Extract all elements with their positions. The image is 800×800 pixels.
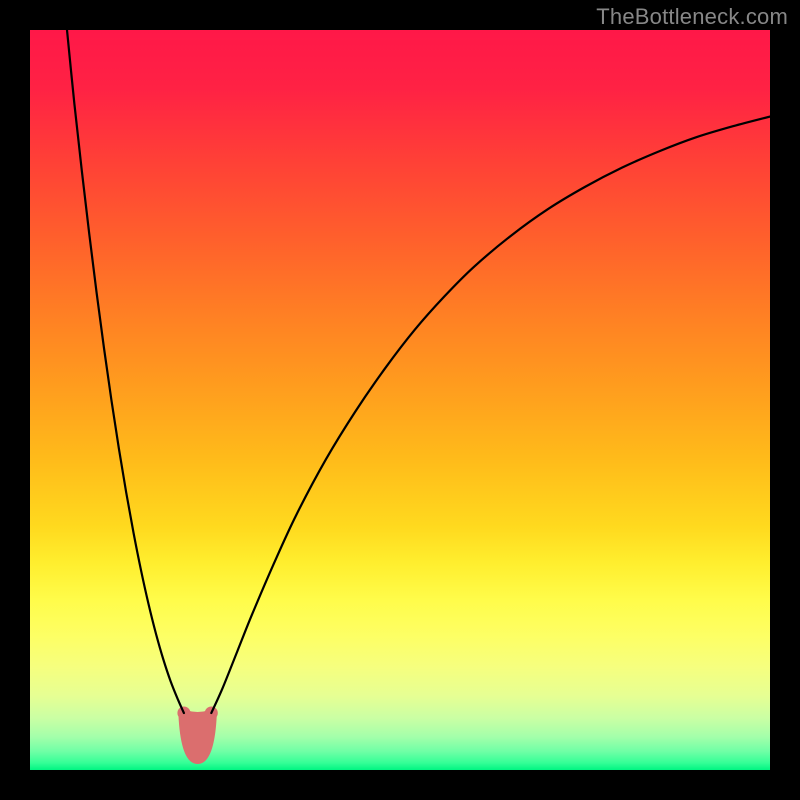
plot-area — [30, 30, 770, 770]
bottleneck-curve-chart — [30, 30, 770, 770]
gradient-background — [30, 30, 770, 770]
chart-container: TheBottleneck.com — [0, 0, 800, 800]
watermark-text: TheBottleneck.com — [596, 4, 788, 30]
